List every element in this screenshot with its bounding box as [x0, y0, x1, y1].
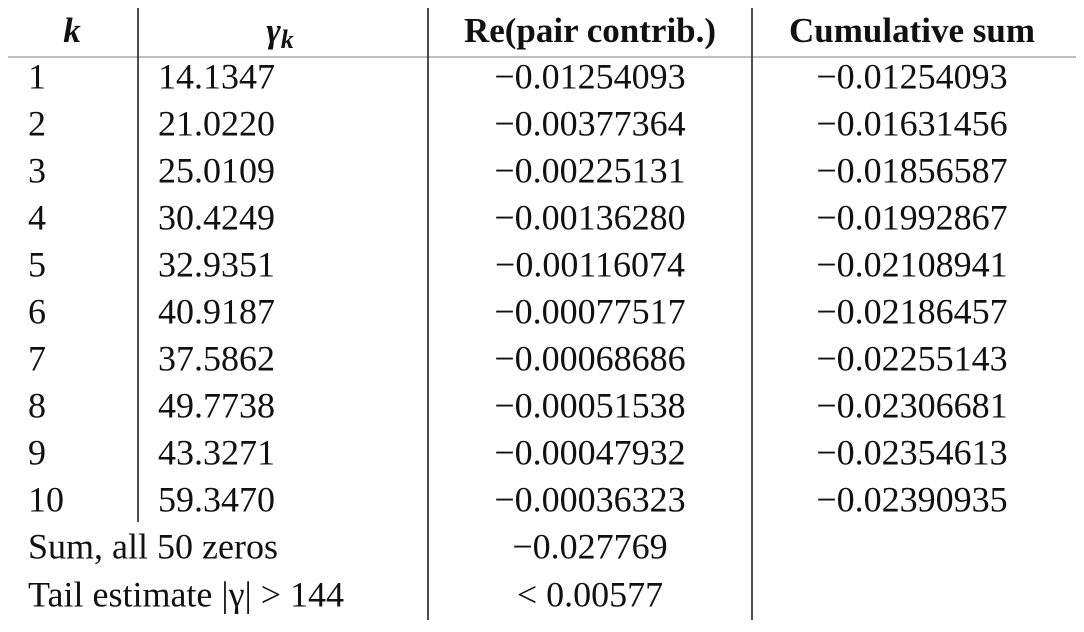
- cell: −0.00136280: [494, 197, 685, 237]
- footer-value: < 0.00577: [517, 574, 663, 614]
- footer-label: Tail estimate |γ| > 144: [28, 574, 344, 614]
- cell: −0.02255143: [816, 338, 1007, 378]
- cell: −0.02108941: [816, 244, 1007, 284]
- cell: 3: [28, 150, 46, 190]
- cell: 1: [28, 56, 46, 96]
- cell: 32.9351: [158, 244, 275, 284]
- cell: −0.00051538: [494, 385, 685, 425]
- header-cell: k: [63, 11, 81, 50]
- header-cell: Cumulative sum: [789, 11, 1035, 50]
- cell: −0.00225131: [494, 150, 685, 190]
- cell: −0.01254093: [816, 56, 1007, 96]
- cell: −0.02354613: [816, 432, 1007, 472]
- cell: 9: [28, 432, 46, 472]
- cell: −0.00077517: [494, 291, 685, 331]
- cell: 10: [28, 479, 64, 519]
- cell: 30.4249: [158, 197, 275, 237]
- cell: 8: [28, 385, 46, 425]
- cell: −0.01631456: [816, 103, 1007, 143]
- header-cell: γk: [266, 11, 294, 54]
- footer-label: Sum, all 50 zeros: [28, 526, 278, 566]
- cell: 2: [28, 103, 46, 143]
- cell: −0.02306681: [816, 385, 1007, 425]
- cell: −0.02390935: [816, 479, 1007, 519]
- cell: −0.01254093: [494, 56, 685, 96]
- cell: −0.00116074: [495, 244, 685, 284]
- cell: 5: [28, 244, 46, 284]
- cell: −0.00377364: [494, 103, 685, 143]
- cell: 4: [28, 197, 46, 237]
- cell: 6: [28, 291, 46, 331]
- cell: −0.00036323: [494, 479, 685, 519]
- cell: −0.02186457: [816, 291, 1007, 331]
- cell: −0.00047932: [494, 432, 685, 472]
- cell: −0.00068686: [494, 338, 685, 378]
- cell: 25.0109: [158, 150, 275, 190]
- cell: 59.3470: [158, 479, 275, 519]
- cell: 37.5862: [158, 338, 275, 378]
- cell: −0.01856587: [816, 150, 1007, 190]
- header-cell: Re(pair contrib.): [464, 11, 716, 50]
- cell: 14.1347: [158, 56, 275, 96]
- cell: 7: [28, 338, 46, 378]
- cell: 21.0220: [158, 103, 275, 143]
- cell: −0.01992867: [816, 197, 1007, 237]
- cell: 43.3271: [158, 432, 275, 472]
- header-symbol: γ: [266, 11, 281, 50]
- header-subscript: k: [281, 25, 294, 54]
- cell: 49.7738: [158, 385, 275, 425]
- cell: 40.9187: [158, 291, 275, 331]
- footer-value: −0.027769: [512, 526, 667, 566]
